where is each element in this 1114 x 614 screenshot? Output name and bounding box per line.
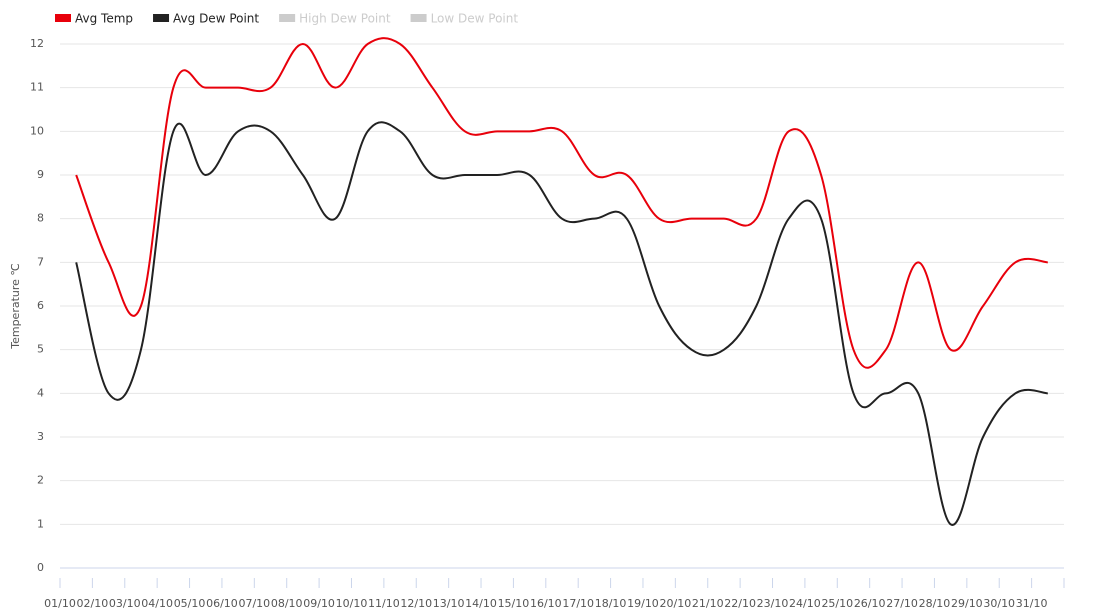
x-tick-label: 22/10 [724, 597, 756, 610]
x-tick-label: 16/10 [530, 597, 562, 610]
x-tick-label: 04/10 [141, 597, 173, 610]
x-tick-label: 26/10 [854, 597, 886, 610]
x-tick-label: 17/10 [562, 597, 594, 610]
y-axis-title: Temperature ℃ [9, 263, 22, 350]
y-tick-label: 6 [37, 299, 44, 312]
x-tick-label: 05/10 [174, 597, 206, 610]
legend-label: Avg Dew Point [173, 12, 259, 26]
y-tick-label: 12 [30, 37, 44, 50]
y-tick-label: 8 [37, 212, 44, 225]
x-tick-label: 14/10 [465, 597, 497, 610]
x-tick-label: 09/10 [303, 597, 335, 610]
legend-label: High Dew Point [299, 12, 391, 26]
legend-swatch [153, 14, 170, 22]
x-tick-label: 23/10 [757, 597, 789, 610]
legend-swatch [55, 14, 71, 22]
x-tick-label: 13/10 [433, 597, 465, 610]
x-tick-label: 27/10 [886, 597, 918, 610]
y-tick-label: 11 [30, 81, 44, 94]
x-tick-label: 20/10 [660, 597, 692, 610]
x-tick-label: 29/10 [951, 597, 983, 610]
x-tick-label: 07/10 [238, 597, 270, 610]
y-tick-label: 9 [37, 168, 44, 181]
x-tick-label: 21/10 [692, 597, 724, 610]
legend-swatch [279, 14, 296, 22]
x-tick-label: 03/10 [109, 597, 141, 610]
x-tick-label: 12/10 [400, 597, 432, 610]
series-line [75, 121, 1048, 526]
x-tick-label: 19/10 [627, 597, 659, 610]
x-tick-label: 02/10 [77, 597, 109, 610]
y-tick-label: 0 [37, 561, 44, 574]
x-tick-label: 24/10 [789, 597, 821, 610]
legend-label: Low Dew Point [431, 12, 519, 26]
legend-label: Avg Temp [75, 12, 133, 26]
x-tick-label: 10/10 [336, 597, 368, 610]
y-tick-label: 2 [37, 474, 44, 487]
x-tick-label: 15/10 [498, 597, 530, 610]
legend: Avg Temp Avg Dew Point High Dew Point Low D… [55, 12, 518, 26]
x-tick-label: 08/10 [271, 597, 303, 610]
x-tick-label: 06/10 [206, 597, 238, 610]
legend-swatch [410, 14, 427, 22]
x-tick-label: 11/10 [368, 597, 400, 610]
x-tick-label: 18/10 [595, 597, 627, 610]
x-tick-label: 31/10 [1016, 597, 1048, 610]
x-tick-label: 28/10 [919, 597, 951, 610]
y-tick-label: 5 [37, 343, 44, 356]
y-tick-label: 1 [37, 517, 44, 530]
series-line [75, 37, 1048, 369]
y-tick-label: 10 [30, 124, 44, 137]
y-tick-label: 3 [37, 430, 44, 443]
x-tick-label: 01/10 [44, 597, 76, 610]
x-tick-label: 25/10 [821, 597, 853, 610]
x-tick-label: 30/10 [983, 597, 1015, 610]
y-tick-label: 7 [37, 255, 44, 268]
y-tick-label: 4 [37, 386, 44, 399]
